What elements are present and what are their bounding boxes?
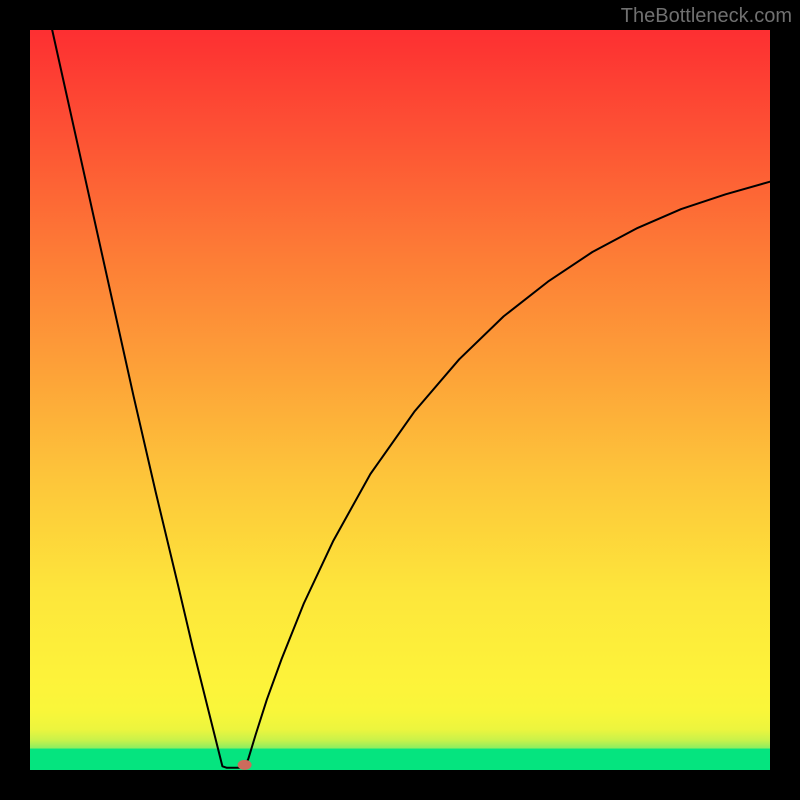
watermark-text: TheBottleneck.com — [621, 5, 792, 27]
plot-background — [30, 30, 770, 770]
bottleneck-curve-chart: TheBottleneck.com — [0, 0, 800, 800]
chart-container: TheBottleneck.com — [0, 0, 800, 800]
optimal-point-marker — [238, 760, 252, 770]
